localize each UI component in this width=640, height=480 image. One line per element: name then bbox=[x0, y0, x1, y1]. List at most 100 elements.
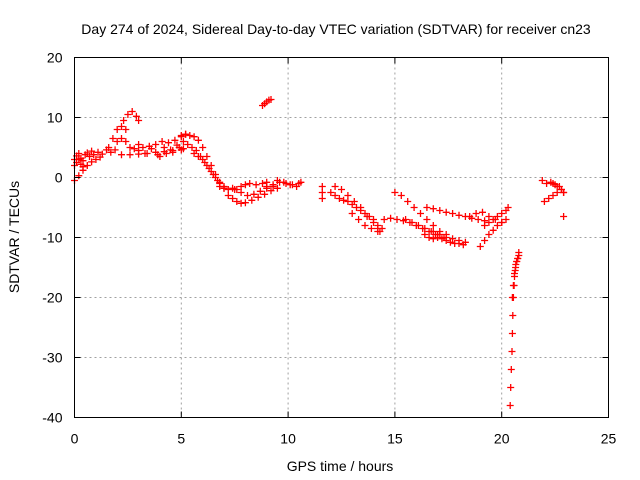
data-point bbox=[152, 141, 160, 148]
data-point bbox=[498, 210, 506, 217]
data-point bbox=[147, 145, 155, 153]
data-point bbox=[507, 366, 515, 373]
data-point bbox=[340, 196, 348, 204]
data-point bbox=[408, 219, 416, 226]
data-point bbox=[261, 190, 269, 198]
data-point bbox=[387, 214, 395, 222]
data-point bbox=[135, 147, 143, 154]
data-point bbox=[560, 189, 568, 196]
data-point bbox=[423, 216, 431, 223]
data-point bbox=[318, 183, 326, 190]
data-point bbox=[118, 135, 125, 142]
data-point bbox=[273, 184, 281, 192]
series-arc35 bbox=[508, 249, 523, 301]
data-point bbox=[94, 148, 102, 156]
data-point bbox=[436, 207, 444, 214]
data-point bbox=[421, 231, 429, 238]
data-point bbox=[449, 235, 457, 243]
data-point bbox=[397, 192, 405, 199]
data-point bbox=[190, 150, 198, 157]
data-point bbox=[269, 181, 277, 189]
data-point bbox=[485, 231, 493, 238]
data-point bbox=[423, 204, 431, 211]
y-tick-label: -10 bbox=[42, 230, 62, 246]
data-point bbox=[421, 225, 429, 232]
data-point bbox=[124, 111, 132, 118]
data-point bbox=[75, 172, 83, 180]
x-tick-label: 5 bbox=[177, 431, 185, 447]
data-point bbox=[553, 183, 561, 190]
data-point bbox=[553, 189, 561, 196]
data-point bbox=[357, 204, 365, 211]
data-point bbox=[370, 219, 377, 226]
data-point bbox=[122, 138, 130, 145]
data-point bbox=[188, 144, 196, 151]
data-point bbox=[543, 180, 551, 187]
data-point bbox=[540, 198, 548, 205]
data-point bbox=[267, 187, 275, 195]
data-point bbox=[498, 219, 506, 226]
data-point bbox=[203, 162, 211, 169]
data-point bbox=[212, 174, 219, 181]
data-point bbox=[549, 192, 557, 199]
data-point bbox=[335, 195, 343, 202]
data-point bbox=[250, 190, 258, 198]
data-point bbox=[393, 216, 401, 223]
data-point bbox=[508, 348, 516, 355]
data-point bbox=[512, 264, 520, 271]
data-point bbox=[344, 198, 352, 205]
y-tick-label: -20 bbox=[42, 290, 62, 306]
data-point bbox=[438, 235, 446, 243]
x-tick-label: 25 bbox=[601, 431, 617, 447]
data-point bbox=[363, 213, 371, 220]
data-point bbox=[252, 181, 260, 189]
data-point bbox=[182, 130, 190, 138]
y-tick-label: -40 bbox=[42, 410, 62, 426]
y-tick-label: 0 bbox=[55, 170, 63, 186]
data-point bbox=[203, 153, 211, 160]
data-point bbox=[160, 144, 168, 151]
data-point bbox=[241, 181, 249, 189]
series-arc23 bbox=[331, 183, 384, 235]
data-point bbox=[177, 132, 185, 139]
data-point bbox=[286, 181, 294, 189]
series-arc39 bbox=[560, 213, 568, 220]
data-point bbox=[165, 139, 172, 147]
data-point bbox=[79, 163, 87, 171]
series-arc10 bbox=[135, 141, 187, 159]
data-point bbox=[474, 216, 482, 223]
data-point bbox=[446, 238, 454, 246]
data-point bbox=[410, 204, 418, 211]
data-point bbox=[83, 149, 91, 157]
data-point bbox=[224, 192, 232, 199]
data-point bbox=[233, 198, 241, 205]
data-point bbox=[493, 213, 501, 220]
data-point bbox=[263, 183, 271, 190]
data-point bbox=[156, 153, 164, 160]
data-point bbox=[86, 153, 93, 160]
data-point bbox=[404, 198, 412, 205]
series-arc16 bbox=[224, 184, 281, 207]
data-point bbox=[461, 238, 469, 246]
data-point bbox=[220, 184, 228, 192]
data-point bbox=[186, 132, 194, 139]
data-point bbox=[141, 150, 149, 157]
data-point bbox=[502, 216, 510, 223]
data-point bbox=[207, 168, 215, 175]
data-point bbox=[113, 138, 121, 145]
data-point bbox=[175, 144, 183, 151]
x-tick-label: 20 bbox=[494, 431, 510, 447]
data-point bbox=[509, 312, 517, 319]
series-arc06 bbox=[113, 135, 143, 153]
data-point bbox=[507, 384, 515, 391]
data-point bbox=[485, 213, 493, 220]
data-point bbox=[273, 177, 281, 184]
data-point bbox=[184, 141, 192, 148]
data-point bbox=[75, 150, 83, 157]
data-point bbox=[442, 234, 450, 241]
data-point bbox=[179, 138, 187, 145]
data-point bbox=[508, 294, 516, 301]
data-point bbox=[442, 208, 450, 216]
data-point bbox=[90, 151, 98, 159]
data-point bbox=[367, 225, 375, 232]
